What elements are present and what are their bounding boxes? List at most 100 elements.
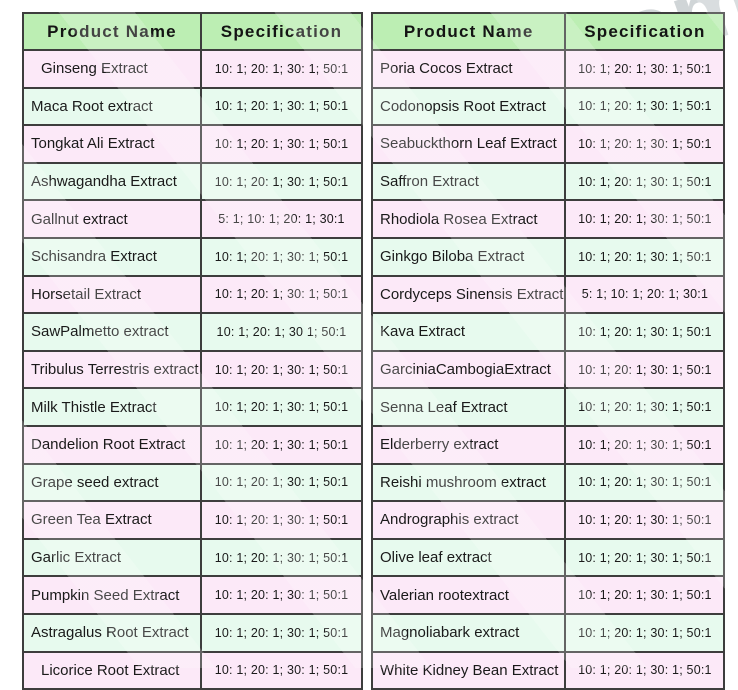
product-name-cell: Gallnut extract — [22, 199, 202, 239]
table-row: Senna Leaf Extract 10: 1; 20: 1; 30: 1; 5… — [370, 387, 726, 427]
product-name-cell: Olive leaf extract — [370, 537, 567, 578]
spec-cell: 10: 1; 20: 1; 30: 1; 50:1 — [564, 500, 726, 540]
table-row: Tongkat Ali Extract 10: 1; 20: 1; 30: 1; … — [22, 124, 363, 164]
table-row: SawPalmetto extract 10: 1; 20: 1; 30 1; 5… — [22, 312, 363, 352]
table-row: Gallnut extract 5: 1; 10: 1; 20: 1; 30:1 — [22, 199, 363, 239]
spec-cell: 10: 1; 20: 1; 30: 1; 50:1 — [200, 575, 363, 615]
spec-cell: 10: 1; 20: 1; 30: 1; 50:1 — [200, 650, 363, 690]
spec-cell: 10: 1; 20: 1; 30: 1; 50:1 — [564, 575, 726, 615]
right-product-table: Product Name Specification Poria Cocos E… — [370, 12, 726, 690]
spec-cell: 10: 1; 20: 1; 30: 1; 50:1 — [564, 650, 726, 690]
product-name-cell: Poria Cocos Extract — [370, 49, 567, 89]
spec-cell: 10: 1; 20: 1; 30: 1; 50:1 — [200, 424, 363, 465]
table-row: Valerian rootextract 10: 1; 20: 1; 30: 1;… — [370, 575, 726, 615]
spec-cell: 10: 1; 20: 1; 30: 1; 50:1 — [200, 86, 363, 127]
spec-cell: 10: 1; 20: 1; 30: 1; 50:1 — [200, 462, 363, 503]
specification-header: Specification — [564, 12, 726, 51]
table-row: Cordyceps Sinensis Extract 5: 1; 10: 1; 2… — [370, 274, 726, 315]
table-row: Horsetail Extract 10: 1; 20: 1; 30: 1; 50… — [22, 274, 363, 315]
table-row: White Kidney Bean Extract 10: 1; 20: 1; 3… — [370, 650, 726, 690]
product-name-cell: Horsetail Extract — [22, 274, 202, 315]
spec-cell: 10: 1; 20: 1; 30: 1; 50:1 — [200, 537, 363, 578]
product-name-cell: Andrographis extract — [370, 500, 567, 540]
spec-cell: 10: 1; 20: 1; 30: 1; 50:1 — [564, 161, 726, 202]
spec-cell: 10: 1; 20: 1; 30: 1; 50:1 — [564, 537, 726, 578]
table-row: Licorice Root Extract 10: 1; 20: 1; 30: 1… — [22, 650, 363, 690]
product-name-cell: Senna Leaf Extract — [370, 387, 567, 427]
product-name-cell: Cordyceps Sinensis Extract — [370, 274, 567, 315]
product-name-cell: Pumpkin Seed Extract — [22, 575, 202, 615]
product-name-header: Product Name — [370, 12, 567, 51]
spec-cell: 10: 1; 20: 1; 30: 1; 50:1 — [564, 86, 726, 127]
product-name-cell: Tribulus Terrestris extract — [22, 349, 202, 390]
table-row: Tribulus Terrestris extract 10: 1; 20: 1;… — [22, 349, 363, 390]
table-row: Milk Thistle Extract 10: 1; 20: 1; 30: 1;… — [22, 387, 363, 427]
spec-cell: 10: 1; 20: 1; 30: 1; 50:1 — [200, 49, 363, 89]
table-row: Poria Cocos Extract 10: 1; 20: 1; 30: 1; … — [370, 49, 726, 89]
spec-cell: 10: 1; 20: 1; 30: 1; 50:1 — [564, 462, 726, 503]
table-row: Reishi mushroom extract 10: 1; 20: 1; 30:… — [370, 462, 726, 503]
spec-cell: 10: 1; 20: 1; 30: 1; 50:1 — [200, 500, 363, 540]
spec-cell: 10: 1; 20: 1; 30: 1; 50:1 — [564, 49, 726, 89]
product-name-cell: Saffron Extract — [370, 161, 567, 202]
product-name-cell: Garlic Extract — [22, 537, 202, 578]
spec-cell: 10: 1; 20: 1; 30: 1; 50:1 — [564, 612, 726, 653]
left-table-body: Ginseng Extract 10: 1; 20: 1; 30: 1; 50:1… — [22, 49, 363, 690]
spec-cell: 10: 1; 20: 1; 30: 1; 50:1 — [200, 387, 363, 427]
spec-cell: 5: 1; 10: 1; 20: 1; 30:1 — [564, 274, 726, 315]
right-table-body: Poria Cocos Extract 10: 1; 20: 1; 30: 1; … — [370, 49, 726, 690]
table-row: Ginseng Extract 10: 1; 20: 1; 30: 1; 50:1 — [22, 49, 363, 89]
product-name-cell: Valerian rootextract — [370, 575, 567, 615]
product-name-cell: Maca Root extract — [22, 86, 202, 127]
spec-cell: 10: 1; 20: 1; 30: 1; 50:1 — [200, 612, 363, 653]
spec-cell: 10: 1; 20: 1; 30: 1; 50:1 — [564, 424, 726, 465]
spec-cell: 10: 1; 20: 1; 30 1; 50:1 — [200, 312, 363, 352]
product-tables-container: Product Name Specification Ginseng Extra… — [22, 12, 726, 690]
table-row: Elderberry extract 10: 1; 20: 1; 30: 1; 5… — [370, 424, 726, 465]
table-row: Olive leaf extract 10: 1; 20: 1; 30: 1; 5… — [370, 537, 726, 578]
table-row: Saffron Extract 10: 1; 20: 1; 30: 1; 50:1 — [370, 161, 726, 202]
spec-cell: 10: 1; 20: 1; 30: 1; 50:1 — [564, 312, 726, 352]
spec-cell: 10: 1; 20: 1; 30: 1; 50:1 — [564, 124, 726, 164]
product-name-cell: Grape seed extract — [22, 462, 202, 503]
table-row: Dandelion Root Extract 10: 1; 20: 1; 30: … — [22, 424, 363, 465]
table-row: Pumpkin Seed Extract 10: 1; 20: 1; 30: 1;… — [22, 575, 363, 615]
table-row: Seabuckthorn Leaf Extract 10: 1; 20: 1; 3… — [370, 124, 726, 164]
product-name-cell: Reishi mushroom extract — [370, 462, 567, 503]
product-name-cell: Astragalus Root Extract — [22, 612, 202, 653]
table-row: Rhodiola Rosea Extract 10: 1; 20: 1; 30: … — [370, 199, 726, 239]
spec-cell: 10: 1; 20: 1; 30: 1; 50:1 — [200, 236, 363, 277]
product-name-cell: Ginkgo Biloba Extract — [370, 236, 567, 277]
product-name-cell: GarciniaCambogiaExtract — [370, 349, 567, 390]
product-name-cell: Tongkat Ali Extract — [22, 124, 202, 164]
product-name-cell: Green Tea Extract — [22, 500, 202, 540]
table-row: Ashwagandha Extract 10: 1; 20: 1; 30: 1; … — [22, 161, 363, 202]
spec-cell: 10: 1; 20: 1; 30: 1; 50:1 — [564, 387, 726, 427]
table-row: Maca Root extract 10: 1; 20: 1; 30: 1; 50… — [22, 86, 363, 127]
left-product-table: Product Name Specification Ginseng Extra… — [22, 12, 363, 690]
product-name-cell: Milk Thistle Extract — [22, 387, 202, 427]
table-row: Kava Extract 10: 1; 20: 1; 30: 1; 50:1 — [370, 312, 726, 352]
product-name-cell: Ashwagandha Extract — [22, 161, 202, 202]
spec-cell: 5: 1; 10: 1; 20: 1; 30:1 — [200, 199, 363, 239]
spec-cell: 10: 1; 20: 1; 30: 1; 50:1 — [200, 274, 363, 315]
product-name-cell: Dandelion Root Extract — [22, 424, 202, 465]
product-name-cell: Licorice Root Extract — [22, 650, 202, 690]
table-row: GarciniaCambogiaExtract 10: 1; 20: 1; 30:… — [370, 349, 726, 390]
spec-cell: 10: 1; 20: 1; 30: 1; 50:1 — [200, 161, 363, 202]
spec-cell: 10: 1; 20: 1; 30: 1; 50:1 — [200, 124, 363, 164]
table-row: Ginkgo Biloba Extract 10: 1; 20: 1; 30: 1… — [370, 236, 726, 277]
product-name-header: Product Name — [22, 12, 202, 51]
product-name-cell: Seabuckthorn Leaf Extract — [370, 124, 567, 164]
spec-cell: 10: 1; 20: 1; 30: 1; 50:1 — [200, 349, 363, 390]
product-name-cell: Schisandra Extract — [22, 236, 202, 277]
product-name-cell: White Kidney Bean Extract — [370, 650, 567, 690]
table-row: Schisandra Extract 10: 1; 20: 1; 30: 1; 5… — [22, 236, 363, 277]
spec-cell: 10: 1; 20: 1; 30: 1; 50:1 — [564, 236, 726, 277]
product-name-cell: Magnoliabark extract — [370, 612, 567, 653]
product-name-cell: SawPalmetto extract — [22, 312, 202, 352]
product-name-cell: Rhodiola Rosea Extract — [370, 199, 567, 239]
table-row: Astragalus Root Extract 10: 1; 20: 1; 30:… — [22, 612, 363, 653]
table-row: Green Tea Extract 10: 1; 20: 1; 30: 1; 50… — [22, 500, 363, 540]
header-row: Product Name Specification — [370, 12, 726, 51]
